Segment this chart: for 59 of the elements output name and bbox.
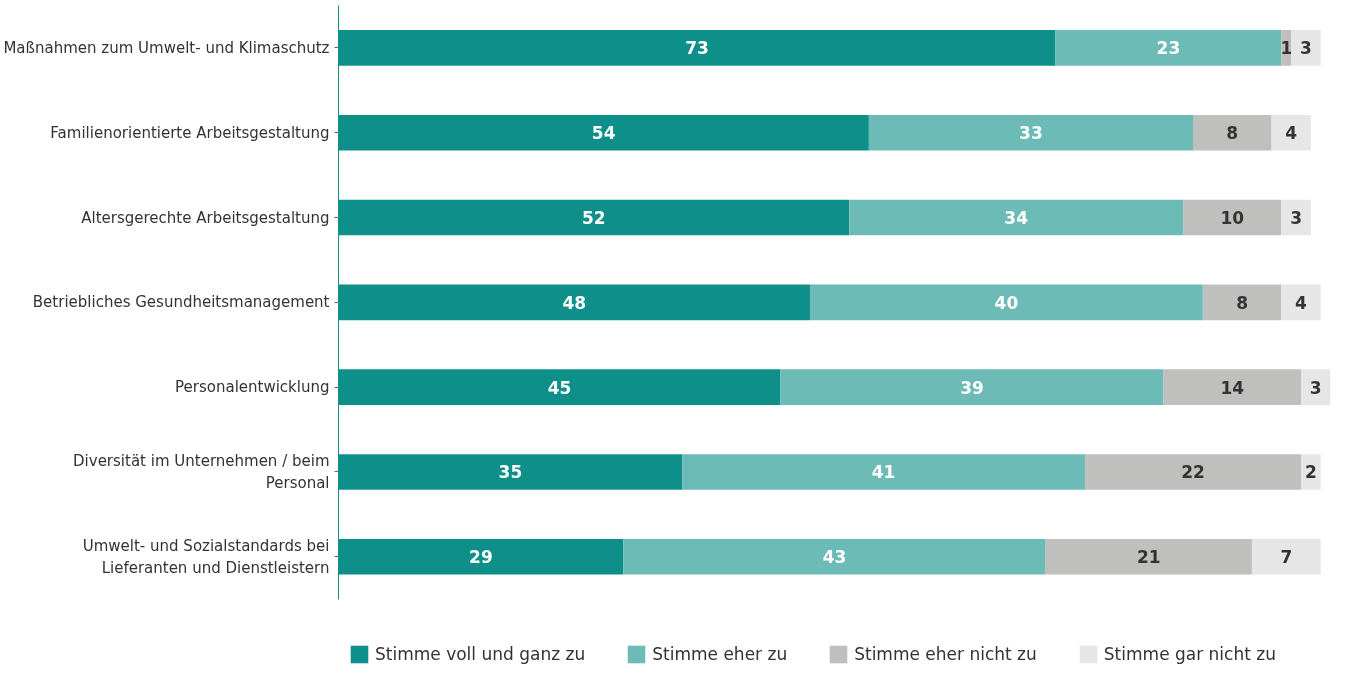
y-tick-label: Betriebliches Gesundheitsmanagement [32,293,330,312]
data-label: 21 [1136,547,1161,568]
data-label: 43 [822,547,847,568]
legend-label: Stimme voll und ganz zu [375,644,586,664]
data-label: 22 [1181,462,1205,483]
bar [1291,30,1321,66]
bar [1281,284,1321,321]
data-label: 8 [1226,123,1239,144]
data-label: 4 [1295,292,1308,313]
y-tick-label: Umwelt- und Sozialstandards bei Lieferanten und Dienstleistern [82,536,330,577]
data-label: 40 [994,292,1019,313]
data-label: 3 [1309,377,1322,398]
bar [1045,538,1252,575]
data-label: 34 [1004,208,1029,229]
data-label: 3 [1300,38,1312,59]
data-label: 23 [1156,38,1181,59]
bar [623,538,1046,575]
bar [1055,30,1282,66]
data-label: 10 [1220,208,1245,229]
legend-label: Stimme gar nicht zu [1103,644,1276,664]
bar [780,369,1164,405]
data-label: 52 [582,208,606,229]
bar [1084,454,1302,490]
y-tick-label: Familienorientierte Arbeitsgestaltung [50,123,330,142]
bar [1281,199,1311,236]
bar [1163,369,1302,405]
bar [868,114,1193,151]
data-label: 45 [547,377,572,398]
data-label: 7 [1280,547,1293,568]
legend-label: Stimme eher nicht zu [854,644,1037,664]
y-tick-label: Altersgerechte Arbeitsgestaltung [81,208,330,227]
bar [1271,114,1311,151]
data-label: 48 [562,292,587,313]
data-label: 33 [1019,123,1043,144]
legend-label: Stimme eher zu [652,644,788,664]
data-label: 39 [960,377,984,398]
data-label: 73 [685,38,709,59]
y-tick-label: Diversität im Unternehmen / beim Personal [73,452,330,492]
data-label: 14 [1220,377,1245,398]
data-label: 54 [591,123,616,144]
bar [1183,199,1282,236]
bar [809,284,1203,321]
bar [1202,284,1282,321]
data-label: 4 [1285,123,1298,144]
data-label: 1 [1280,38,1293,59]
data-label: 35 [498,462,523,483]
y-tick-label: Personalentwicklung [175,378,330,397]
bar [1192,114,1272,151]
bar [849,199,1184,236]
bar [1301,454,1321,490]
data-label: 2 [1304,462,1317,483]
data-label: 41 [871,462,896,483]
data-label: 8 [1236,292,1249,313]
y-tick-label: Maßnahmen zum Umwelt- und Klimaschutz [3,38,330,57]
bar [1251,538,1321,575]
bar [682,454,1085,490]
data-label: 3 [1290,208,1303,229]
bar [1301,369,1331,405]
data-label: 29 [469,547,493,568]
